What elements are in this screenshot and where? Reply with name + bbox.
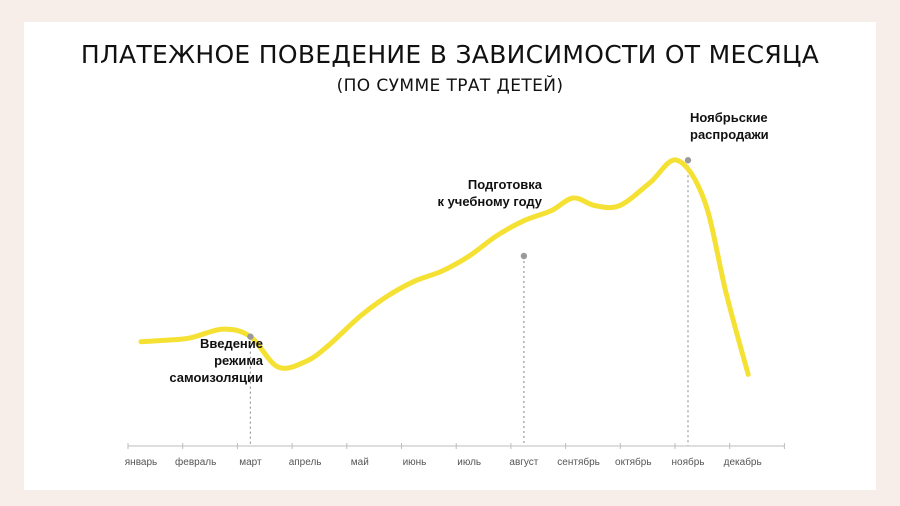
- x-tick-label-0: январь: [125, 457, 157, 468]
- x-tick-label-4: май: [351, 457, 369, 468]
- annotation-marker-0: [247, 333, 254, 340]
- x-tick-label-7: август: [509, 457, 538, 468]
- annotation-label-2-1: распродажи: [690, 127, 769, 142]
- annotation-marker-2: [684, 157, 692, 164]
- chart-title: ПЛАТЕЖНОЕ ПОВЕДЕНИЕ В ЗАВИСИМОСТИ ОТ МЕС…: [80, 40, 820, 69]
- x-tick-label-11: декабрь: [724, 456, 762, 468]
- chart-subtitle: (ПО СУММЕ ТРАТ ДЕТЕЙ): [336, 76, 564, 96]
- x-tick-label-10: ноябрь: [672, 456, 705, 468]
- annotation-label-1-1: к учебному году: [437, 194, 542, 209]
- annotation-label-0-1: режима: [214, 353, 264, 368]
- line-chart: январь февраль март апрель май июнь июль август…: [125, 110, 785, 468]
- x-tick-label-1: февраль: [175, 456, 216, 468]
- annotation-marker-1: [520, 252, 528, 260]
- x-tick-label-8: сентябрь: [557, 456, 600, 468]
- x-tick-label-2: март: [239, 457, 262, 468]
- annotation-label-1-0: Подготовка: [468, 177, 543, 192]
- annotation-label-0-2: самоизоляции: [169, 370, 263, 385]
- x-tick-label-5: июнь: [403, 457, 427, 468]
- chart-card: ПЛАТЕЖНОЕ ПОВЕДЕНИЕ В ЗАВИСИМОСТИ ОТ МЕС…: [24, 22, 876, 490]
- x-tick-label-6: июль: [457, 457, 481, 468]
- x-tick-label-9: октябрь: [615, 456, 652, 468]
- annotation-label-0-0: Введение: [200, 336, 263, 351]
- annotation-label-2-0: Ноябрьские: [690, 110, 768, 125]
- x-tick-label-3: апрель: [289, 457, 322, 468]
